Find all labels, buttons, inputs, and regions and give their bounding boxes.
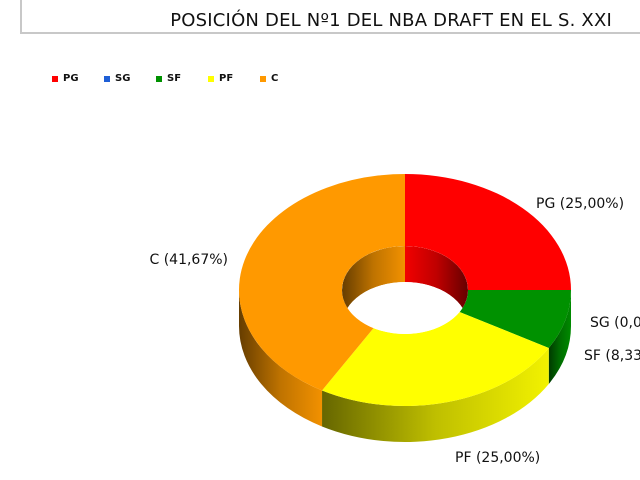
legend-label: C <box>271 73 279 84</box>
slice-inner-wall-c <box>342 246 405 326</box>
slice-outer-wall-sf <box>548 290 571 384</box>
data-label-pg: PG (25,00%) <box>536 196 624 212</box>
legend-swatch <box>104 76 110 82</box>
slice-inner-wall-pg <box>405 246 468 326</box>
legend-swatch <box>208 76 214 82</box>
slice-pg <box>405 174 571 290</box>
legend-swatch <box>156 76 162 82</box>
slice-outer-wall-c <box>239 290 323 427</box>
slice-outer-wall-pf <box>322 347 549 443</box>
chart-title: POSICIÓN DEL Nº1 DEL NBA DRAFT EN EL S. … <box>170 10 612 31</box>
doughnut-hole <box>342 282 468 334</box>
slice-sf <box>459 290 571 348</box>
legend-swatch <box>260 76 266 82</box>
slice-c <box>239 174 405 391</box>
data-label-sf: SF (8,33%) <box>584 348 640 364</box>
legend-label: SG <box>115 73 131 84</box>
data-label-pf: PF (25,00%) <box>455 450 540 466</box>
legend-label: PG <box>63 73 79 84</box>
data-label-c: C (41,67%) <box>149 252 228 268</box>
legend-label: PF <box>219 73 234 84</box>
slice-pf <box>322 311 549 407</box>
legend-label: SF <box>167 73 182 84</box>
legend-swatch <box>52 76 58 82</box>
title-bar: POSICIÓN DEL Nº1 DEL NBA DRAFT EN EL S. … <box>20 0 640 34</box>
data-label-sg: SG (0,00%) <box>590 315 640 331</box>
